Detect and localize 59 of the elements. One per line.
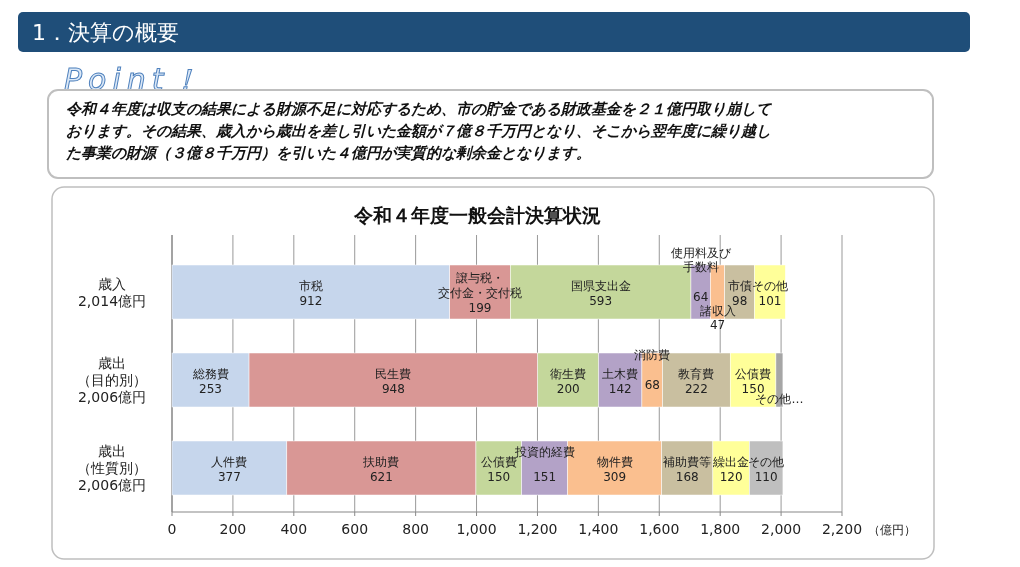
data-label: 68 (644, 378, 660, 392)
data-label: 151 (533, 469, 557, 484)
x-tick-label: 1,600 (639, 521, 680, 537)
x-tick-label: 1,000 (456, 521, 497, 537)
series-label: 消防費 (634, 348, 671, 362)
data-label: 621 (369, 469, 393, 484)
y-tick-label: 歳出（性質別） 2,006億円 (77, 443, 147, 493)
x-tick-label: 600 (341, 521, 369, 537)
series-label: 人件費 (211, 454, 248, 469)
data-label: 948 (381, 381, 405, 396)
x-tick-label: 1,200 (517, 521, 558, 537)
series-label: 公債費 (480, 454, 517, 469)
series-label: 総務費 (191, 366, 229, 381)
series-label: 土木費 (602, 366, 639, 381)
data-label: 150 (487, 469, 511, 484)
chart-title: 令和４年度一般会計決算状況 (352, 204, 601, 226)
data-label: 199 (468, 301, 492, 315)
series-label: 繰出金 (712, 454, 750, 469)
series-label: 公債費 (735, 366, 772, 381)
series-label: 扶助費 (362, 454, 400, 469)
x-tick-label: 2,200 (821, 521, 863, 537)
y-tick-label: 歳出（目的別） 2,006億円 (77, 355, 147, 405)
data-label: 222 (684, 381, 708, 396)
x-axis-title: （億円） (868, 523, 916, 537)
text: 令和４年度は収支の結果による財源不足に対応するため、市の貯金である財政基金を２１億円取り崩しております。その結果、歳入から歳出を差し引いた金額が７億８千万円となり、そこから翌年度に繰り越した事業の財源（３億８千万円）を引いた４億円が実質的な剰余金となります。 (66, 100, 772, 162)
series-label: 民生費 (375, 366, 412, 381)
data-label: 200 (556, 381, 580, 396)
data-label: 593 (589, 293, 613, 308)
data-label: 377 (217, 469, 241, 484)
series-label: 市債 (727, 278, 752, 293)
data-label: 101 (758, 293, 782, 308)
series-label: 補助費等 (663, 454, 712, 469)
x-tick-label: 0 (167, 521, 177, 537)
text: 1．決算の概要 (32, 20, 179, 45)
series-label: 物件費 (596, 454, 633, 469)
data-label: 142 (608, 381, 632, 396)
data-label: 120 (719, 469, 743, 484)
x-tick-label: 1,400 (578, 521, 619, 537)
series-label: 市税 (298, 278, 323, 293)
y-tick-label: 歳入 2,014億円 (77, 275, 147, 309)
x-tick-label: 200 (219, 521, 247, 537)
series-label: その他 (751, 278, 788, 293)
series-label: 教育費 (678, 366, 715, 381)
data-label: 309 (603, 469, 627, 484)
series-label: 譲与税・交付金・交付税 (438, 271, 523, 300)
x-tick-label: 2,000 (761, 521, 802, 537)
data-label: 168 (675, 469, 699, 484)
data-label: 912 (299, 293, 323, 308)
x-tick-label: 800 (402, 521, 429, 537)
data-label: 47 (709, 318, 726, 332)
data-label: 64 (693, 290, 709, 304)
x-tick-label: 1,800 (700, 521, 741, 537)
data-label: 253 (199, 381, 222, 396)
series-label: その他 (748, 454, 785, 469)
series-label: その他… (755, 392, 804, 406)
x-tick-label: 400 (280, 521, 308, 537)
data-label: 110 (754, 469, 778, 484)
series-label: 衛生費 (550, 366, 587, 381)
series-label: 国県支出金 (570, 278, 631, 293)
